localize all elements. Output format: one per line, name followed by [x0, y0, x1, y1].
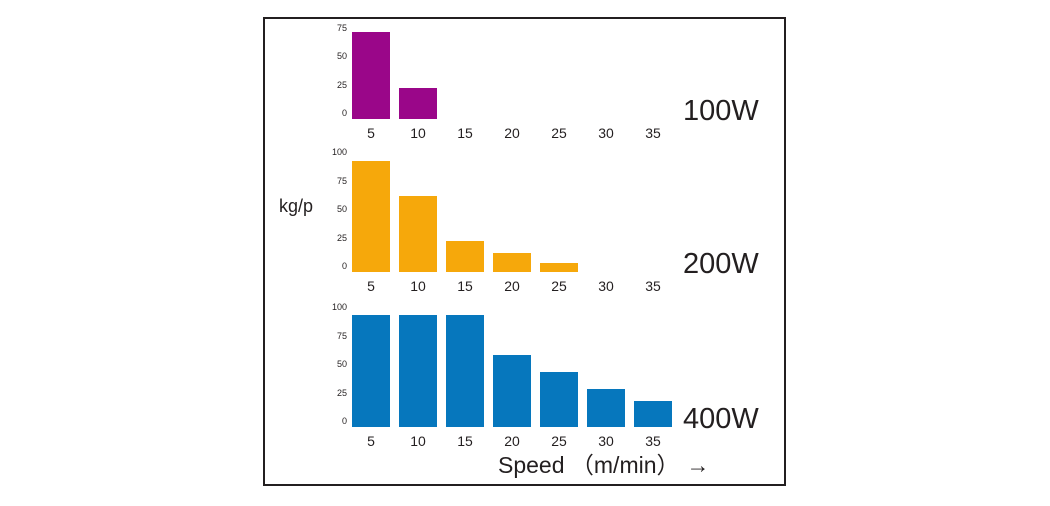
x-tick-label: 5 — [367, 125, 375, 141]
bar-400w-x10 — [399, 315, 437, 427]
x-tick-label: 35 — [645, 433, 661, 449]
x-tick-label: 10 — [410, 125, 426, 141]
x-tick-label: 25 — [551, 278, 567, 294]
figure-frame: kg/p 0 25 50 75 5 10 15 20 25 30 35 100W 0 25 50 75 100… — [263, 17, 786, 486]
power-label-400w: 400W — [683, 403, 759, 435]
y-tick-label: 50 — [336, 51, 347, 61]
y-tick-label: 0 — [341, 261, 347, 271]
x-tick-label: 20 — [504, 433, 520, 449]
y-tick-label: 75 — [336, 22, 347, 33]
x-tick-label: 5 — [367, 433, 375, 449]
x-tick-label: 30 — [598, 125, 614, 141]
y-tick-label: 25 — [336, 387, 347, 398]
y-axis-label: kg/p — [279, 196, 314, 216]
y-tick-label: 75 — [336, 175, 347, 186]
bar-400w-x35 — [634, 400, 672, 427]
x-tick-label: 15 — [457, 278, 473, 294]
x-tick-label: 20 — [504, 125, 520, 141]
x-tick-label: 25 — [551, 125, 567, 141]
x-axis-label-text: Speed （m/min） — [498, 452, 680, 478]
bar-200w-x15 — [446, 241, 484, 272]
y-tick-label: 75 — [336, 330, 347, 341]
x-tick-label: 10 — [410, 278, 426, 294]
y-tick-label: 100 — [331, 302, 347, 312]
y-tick-label: 0 — [341, 416, 347, 426]
x-tick-label: 10 — [410, 433, 426, 449]
y-tick-label: 0 — [341, 108, 347, 118]
bar-200w-x20 — [493, 252, 531, 272]
x-tick-label: 30 — [598, 278, 614, 294]
power-label-200w: 200W — [683, 248, 759, 280]
bar-400w-x5 — [352, 315, 390, 427]
y-tick-label: 50 — [336, 359, 347, 369]
chart-200w: 0 25 50 75 100 5 10 15 20 25 30 35 200W — [265, 19, 784, 484]
x-tick-label: 5 — [367, 278, 375, 294]
x-tick-label: 20 — [504, 278, 520, 294]
x-tick-label: 15 — [457, 125, 473, 141]
y-tick-label: 25 — [336, 232, 347, 243]
power-label-100w: 100W — [683, 95, 759, 127]
bar-200w-x10 — [399, 195, 437, 272]
x-tick-label: 30 — [598, 433, 614, 449]
x-tick-label: 15 — [457, 433, 473, 449]
bar-400w-x15 — [446, 315, 484, 427]
x-tick-label: 35 — [645, 278, 661, 294]
right-arrow-icon: → — [686, 452, 710, 478]
y-tick-label: 25 — [336, 79, 347, 90]
bar-400w-x25 — [540, 372, 578, 427]
x-axis-label: Speed （m/min） → — [498, 453, 710, 478]
chart-100w: 0 25 50 75 5 10 15 20 25 30 35 100W — [265, 19, 784, 484]
chart-400w: 0 25 50 75 100 5 10 15 20 25 30 35 400W — [265, 19, 784, 484]
bar-200w-x5 — [352, 161, 390, 272]
bar-100w-x10 — [399, 88, 437, 119]
bar-400w-x30 — [587, 389, 625, 427]
x-tick-label: 25 — [551, 433, 567, 449]
bar-200w-x25 — [540, 262, 578, 272]
x-tick-label: 35 — [645, 125, 661, 141]
y-tick-label: 50 — [336, 204, 347, 214]
bar-100w-x5 — [352, 32, 390, 119]
bar-400w-x20 — [493, 355, 531, 427]
y-tick-label: 100 — [331, 147, 347, 157]
